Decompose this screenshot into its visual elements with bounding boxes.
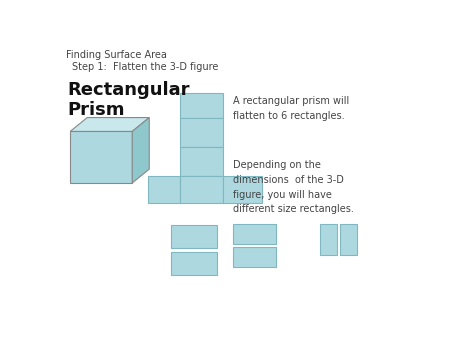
Bar (340, 224, 357, 255)
Polygon shape (70, 131, 132, 183)
Bar (171, 252, 217, 275)
Text: A rectangular prism will
flatten to 6 rectangles.: A rectangular prism will flatten to 6 re… (233, 96, 349, 121)
Text: Depending on the
dimensions  of the 3-D
figure, you will have
different size rec: Depending on the dimensions of the 3-D f… (233, 160, 354, 214)
Bar (223, 176, 261, 203)
Bar (180, 118, 223, 147)
Text: Rectangular
Prism: Rectangular Prism (67, 80, 189, 119)
Bar (320, 224, 337, 255)
Bar (180, 147, 223, 176)
Text: Finding Surface Area: Finding Surface Area (66, 50, 166, 60)
Bar (233, 247, 275, 267)
Text: Step 1:  Flatten the 3-D figure: Step 1: Flatten the 3-D figure (72, 62, 218, 72)
Bar (180, 93, 223, 118)
Polygon shape (132, 118, 149, 183)
Bar (233, 224, 275, 244)
Bar (180, 176, 223, 203)
Bar (171, 225, 217, 248)
Bar (148, 176, 180, 203)
Polygon shape (70, 118, 149, 131)
